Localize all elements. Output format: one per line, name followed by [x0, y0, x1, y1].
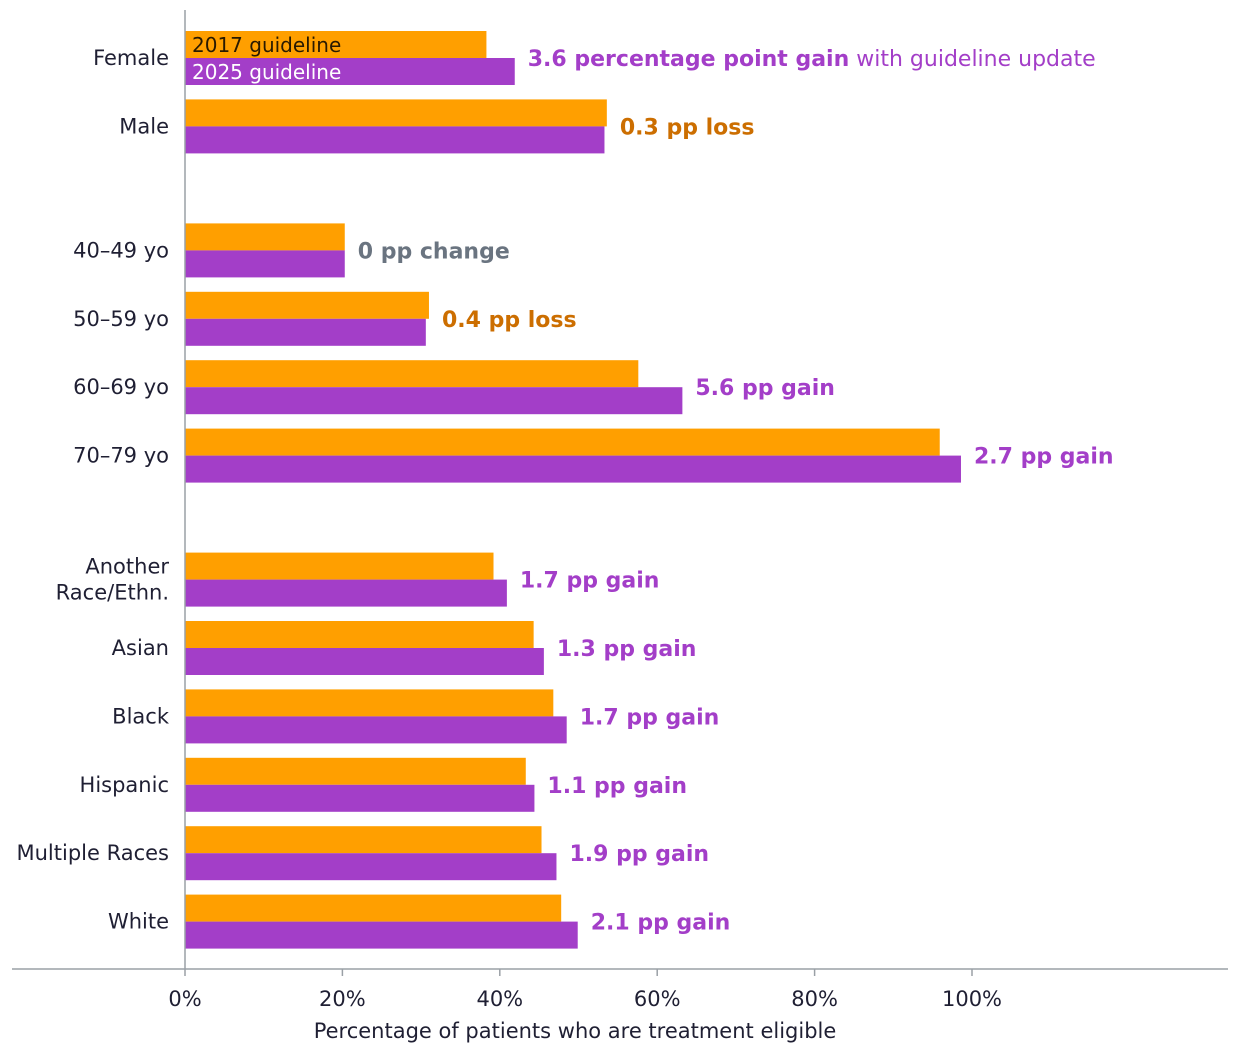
bar-2025-black: [185, 716, 567, 744]
annotation-hispanic: 1.1 pp gain: [547, 774, 687, 799]
bar-2017-60-69-yo: [185, 360, 639, 388]
bars-layer: 2017 guideline 2025 guideline: [185, 31, 961, 949]
legend-2017: 2017 guideline: [192, 33, 341, 57]
x-tick-label: 60%: [634, 987, 681, 1011]
annotation-70-79-yo: 2.7 pp gain: [974, 445, 1114, 470]
bar-2017-50-59-yo: [185, 291, 429, 319]
annotation-white: 2.1 pp gain: [591, 911, 731, 936]
bar-2017-hispanic: [185, 757, 526, 785]
bar-2017-another-race-ethn: [185, 552, 494, 580]
bar-2025-hispanic: [185, 784, 535, 812]
annotation-50-59-yo: 0.4 pp loss: [442, 308, 577, 333]
bar-2017-male: [185, 99, 607, 127]
x-axis-ticks: 0% 20% 40% 60% 80% 100%: [168, 969, 1002, 1011]
bar-2025-female: [185, 58, 515, 85]
category-labels: Female Male 40–49 yo 50–59 yo 60–69 yo 70–79 …: [17, 46, 170, 934]
category-label: Multiple Races: [17, 841, 170, 865]
bar-2025-50-59-yo: [185, 318, 426, 346]
bar-2017-black: [185, 689, 554, 717]
category-label: 70–79 yo: [73, 444, 169, 468]
category-label: Hispanic: [80, 773, 169, 797]
x-tick-label: 20%: [319, 987, 366, 1011]
bar-2025-40-49-yo: [185, 250, 345, 278]
bar-2017-40-49-yo: [185, 223, 345, 251]
x-tick-label: 100%: [942, 987, 1002, 1011]
bar-2025-multiple-races: [185, 853, 557, 881]
annotation-60-69-yo: 5.6 pp gain: [695, 376, 835, 401]
bar-2017-multiple-races: [185, 826, 542, 854]
category-label: 50–59 yo: [73, 307, 169, 331]
legend-2025: 2025 guideline: [192, 60, 341, 84]
bar-2017-asian: [185, 621, 534, 648]
bar-2025-white: [185, 921, 578, 949]
x-tick-label: 40%: [476, 987, 523, 1011]
bar-2017-white: [185, 894, 562, 922]
bar-2025-another-race-ethn: [185, 579, 507, 607]
annotation-female: 3.6 percentage point gain with guideline…: [528, 47, 1096, 72]
category-label: Asian: [112, 636, 169, 660]
category-label: White: [108, 910, 169, 934]
bar-2025-asian: [185, 648, 544, 675]
annotation-another-race-ethn: 1.7 pp gain: [520, 569, 660, 594]
category-label: Another Race/Ethn.: [56, 555, 170, 605]
bar-2017-female: [185, 31, 487, 58]
category-label: Black: [112, 704, 170, 728]
category-label: 60–69 yo: [73, 375, 169, 399]
annotation-multiple-races: 1.9 pp gain: [569, 842, 709, 867]
bar-2025-60-69-yo: [185, 387, 683, 415]
x-tick-label: 80%: [791, 987, 838, 1011]
annotation-40-49-yo: 0 pp change: [358, 239, 510, 264]
bar-2025-male: [185, 126, 605, 154]
category-label: Male: [119, 114, 169, 138]
category-label: 40–49 yo: [73, 238, 169, 262]
annotation-black: 1.7 pp gain: [580, 705, 720, 730]
annotations: 3.6 percentage point gain with guideline…: [358, 47, 1114, 936]
bar-2025-70-79-yo: [185, 455, 961, 483]
category-label: Female: [93, 46, 169, 70]
x-axis-title: Percentage of patients who are treatment…: [314, 1019, 837, 1043]
bar-2017-70-79-yo: [185, 428, 940, 456]
annotation-male: 0.3 pp loss: [620, 115, 755, 140]
x-tick-label: 0%: [168, 987, 201, 1011]
annotation-asian: 1.3 pp gain: [557, 637, 697, 662]
